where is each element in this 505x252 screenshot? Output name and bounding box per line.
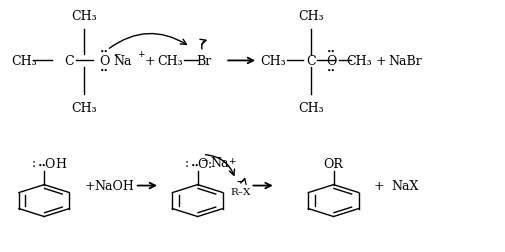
- Text: CH₃: CH₃: [72, 10, 97, 23]
- Text: R–X: R–X: [230, 187, 250, 197]
- Text: :: :: [185, 156, 189, 169]
- Text: CH₃: CH₃: [157, 55, 182, 68]
- Text: +: +: [373, 179, 383, 192]
- Text: +: +: [227, 157, 235, 166]
- Text: O: O: [44, 157, 55, 170]
- Text: Na: Na: [114, 55, 132, 68]
- Text: O: O: [325, 55, 335, 68]
- Text: Br: Br: [196, 55, 212, 68]
- Text: :: :: [207, 157, 212, 170]
- Text: NaBr: NaBr: [388, 55, 422, 68]
- Text: CH₃: CH₃: [297, 10, 323, 23]
- Text: CH₃: CH₃: [72, 102, 97, 115]
- Text: NaX: NaX: [391, 179, 418, 192]
- Text: ••: ••: [37, 161, 46, 169]
- Text: +: +: [375, 55, 386, 68]
- Text: ••: ••: [190, 161, 199, 169]
- Text: ••: ••: [326, 47, 335, 55]
- Text: Na: Na: [210, 156, 228, 169]
- Text: CH₃: CH₃: [297, 102, 323, 115]
- Text: CH₃: CH₃: [345, 55, 371, 68]
- Text: O: O: [197, 157, 208, 170]
- Text: ••: ••: [100, 67, 109, 75]
- Text: +: +: [136, 50, 144, 59]
- Text: CH₃: CH₃: [260, 55, 286, 68]
- Text: CH₃: CH₃: [12, 55, 37, 68]
- Text: C: C: [64, 55, 74, 68]
- Text: −: −: [200, 154, 208, 163]
- Text: ••: ••: [326, 67, 335, 75]
- Text: H: H: [55, 157, 66, 170]
- Text: :: :: [31, 156, 35, 169]
- Text: C: C: [306, 55, 315, 68]
- Text: +: +: [84, 179, 94, 192]
- Text: ••: ••: [100, 47, 109, 55]
- Text: −: −: [113, 49, 120, 58]
- Text: O: O: [99, 55, 110, 68]
- Text: +: +: [144, 55, 155, 68]
- Text: OR: OR: [323, 157, 343, 170]
- Text: NaOH: NaOH: [94, 179, 134, 192]
